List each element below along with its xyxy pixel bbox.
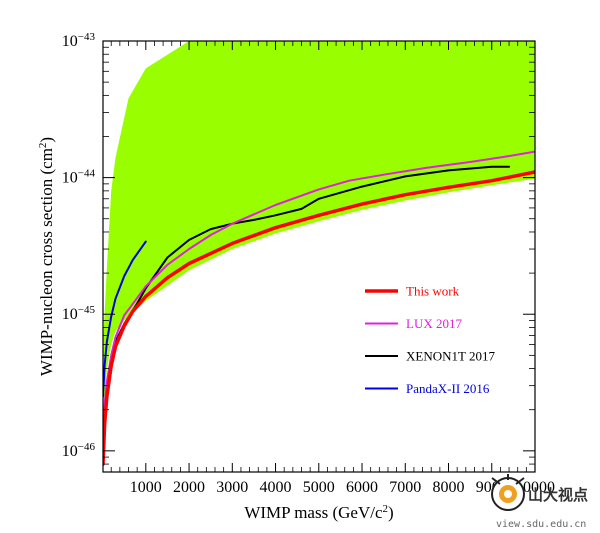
x-tick-label: 1000 xyxy=(130,479,162,496)
legend-label-xenon1t-2017: XENON1T 2017 xyxy=(406,349,495,364)
y-tick-label: 10−45 xyxy=(62,304,96,323)
x-tick-label: 5000 xyxy=(303,479,335,496)
x-axis-title: WIMP mass (GeV/c2) xyxy=(244,503,393,522)
watermark-text: 山大视点 xyxy=(528,486,588,504)
x-tick-label: 10000 xyxy=(515,479,555,496)
series-layer xyxy=(103,150,535,466)
x-tick-label: 8000 xyxy=(433,479,465,496)
watermark-url: view.sdu.edu.cn xyxy=(496,519,586,530)
x-tick-label: 7000 xyxy=(389,479,421,496)
legend-label-lux-2017: LUX 2017 xyxy=(406,316,462,331)
series-line-lux-2017 xyxy=(103,150,535,441)
series-line-pandax-ii-2016 xyxy=(103,240,147,398)
y-tick-label: 10−46 xyxy=(62,441,96,460)
legend: This work LUX 2017 XENON1T 2017 PandaX-II 2… xyxy=(365,284,495,396)
x-tick-label: 3000 xyxy=(216,479,248,496)
tick-layer xyxy=(103,40,536,473)
confidence-band-layer xyxy=(103,41,535,427)
y-tick-label: 10−44 xyxy=(62,168,96,187)
legend-label-this-work: This work xyxy=(406,284,460,299)
y-axis-title: WIMP-nucleon cross section (cm2) xyxy=(37,137,56,376)
y-tick-label: 10−43 xyxy=(62,31,96,50)
watermark-logo-icon xyxy=(491,474,525,511)
watermark: 山大视点 view.sdu.edu.cn xyxy=(491,474,588,530)
x-tick-label: 6000 xyxy=(346,479,378,496)
series-line-this-work xyxy=(103,170,535,466)
x-tick-label: 2000 xyxy=(173,479,205,496)
sensitivity-band xyxy=(103,41,535,427)
x-tick-label: 4000 xyxy=(260,479,292,496)
legend-label-pandax-ii-2016: PandaX-II 2016 xyxy=(406,381,490,396)
